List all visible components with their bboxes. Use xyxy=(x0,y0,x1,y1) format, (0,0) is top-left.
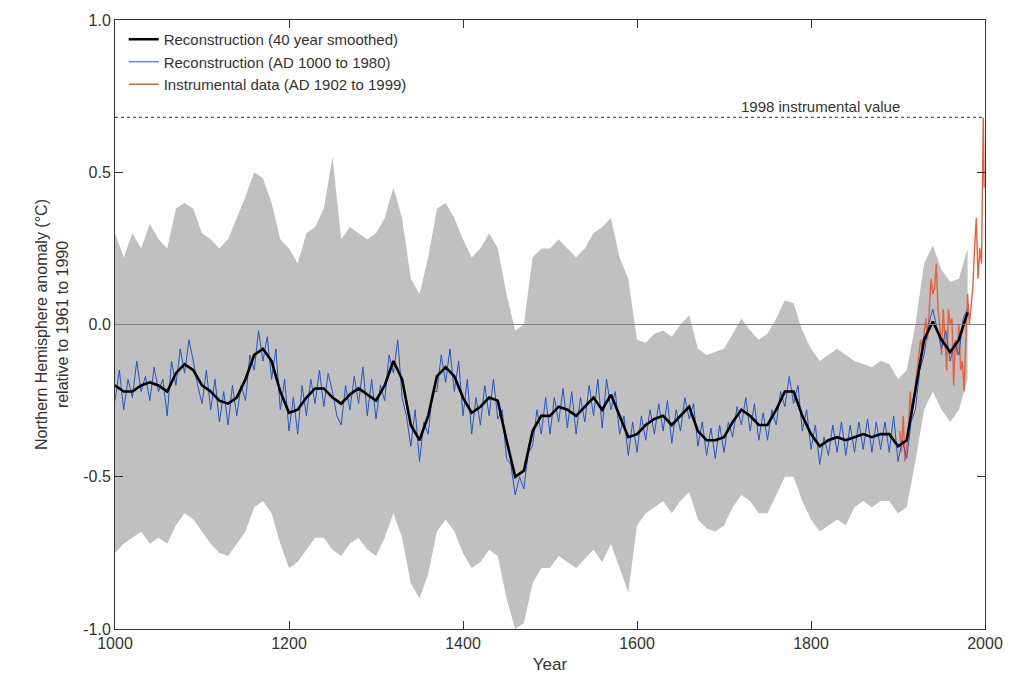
svg-text:0.5: 0.5 xyxy=(89,164,111,181)
svg-text:1800: 1800 xyxy=(793,635,829,652)
svg-text:Northern Hemisphere anomaly (°: Northern Hemisphere anomaly (°C)relative… xyxy=(33,199,71,450)
svg-text:0.0: 0.0 xyxy=(89,316,111,333)
svg-text:1000: 1000 xyxy=(97,635,133,652)
svg-text:2000: 2000 xyxy=(967,635,1003,652)
svg-text:-1.0: -1.0 xyxy=(83,621,111,638)
svg-text:1998 instrumental value: 1998 instrumental value xyxy=(741,98,900,115)
svg-text:-0.5: -0.5 xyxy=(83,468,111,485)
svg-text:Reconstruction (AD 1000 to 198: Reconstruction (AD 1000 to 1980) xyxy=(164,54,391,71)
svg-text:Reconstruction (40 year smooth: Reconstruction (40 year smoothed) xyxy=(164,31,398,48)
svg-text:Year: Year xyxy=(533,655,568,674)
svg-text:1600: 1600 xyxy=(619,635,655,652)
svg-text:1.0: 1.0 xyxy=(89,12,111,29)
svg-text:1400: 1400 xyxy=(445,635,481,652)
svg-text:1200: 1200 xyxy=(271,635,307,652)
svg-text:Instrumental data (AD 1902 to: Instrumental data (AD 1902 to 1999) xyxy=(164,76,407,93)
